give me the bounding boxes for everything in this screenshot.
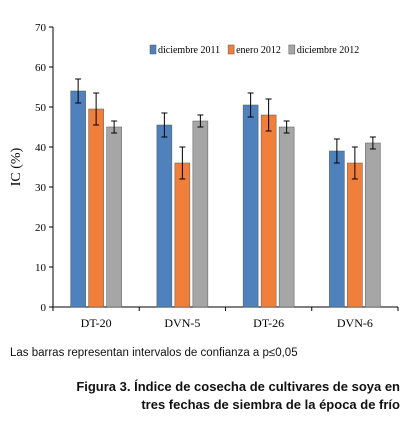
y-tick-label: 20 [35,222,47,234]
confidence-interval-note: Las barras representan intervalos de con… [10,347,298,359]
bar [156,124,173,308]
x-category-label: DT-26 [253,316,284,330]
bar [278,126,295,308]
x-category-label: DVN-5 [164,316,200,330]
legend-label: enero 2012 [236,45,281,56]
chart-legend: diciembre 2011 enero 2012 diciembre 2012 [149,44,359,56]
chart-axes: 0 10 20 30 40 50 60 70 DT-20 DVN-5 DT-26 DVN-6 [35,22,399,330]
bar [174,162,191,308]
bar [329,150,345,308]
y-axis-label: IC (%) [9,147,24,186]
x-category-label: DT-20 [81,316,112,330]
bar [347,162,363,308]
legend-swatch [288,44,296,55]
x-category-label: DVN-6 [337,316,373,330]
y-tick-label: 30 [35,182,47,194]
bar [88,108,104,308]
bar [365,142,381,308]
legend-swatch [149,44,157,55]
chart-bars [70,78,381,308]
legend-label: diciembre 2011 [158,45,220,56]
y-tick-label: 10 [35,262,47,274]
figure-caption: Figura 3. Índice de cosecha de cultivare… [4,378,400,414]
legend-swatch [227,44,235,55]
y-tick-label: 60 [35,62,47,74]
bar [260,114,277,308]
y-tick-label: 70 [35,22,47,34]
bar [192,120,209,308]
bar [242,104,259,308]
y-tick-label: 0 [41,302,47,314]
figure-caption-line-1: Figura 3. Índice de cosecha de cultivare… [76,379,400,394]
bar [70,90,86,308]
y-tick-label: 40 [35,142,47,154]
bar [106,126,122,308]
figure-caption-line-2: tres fechas de siembra de la época de fr… [141,397,400,412]
bar-chart: 0 10 20 30 40 50 60 70 DT-20 DVN-5 DT-26 DVN-6 dici… [9,22,399,330]
y-tick-label: 50 [35,102,47,114]
legend-label: diciembre 2012 [297,45,359,56]
